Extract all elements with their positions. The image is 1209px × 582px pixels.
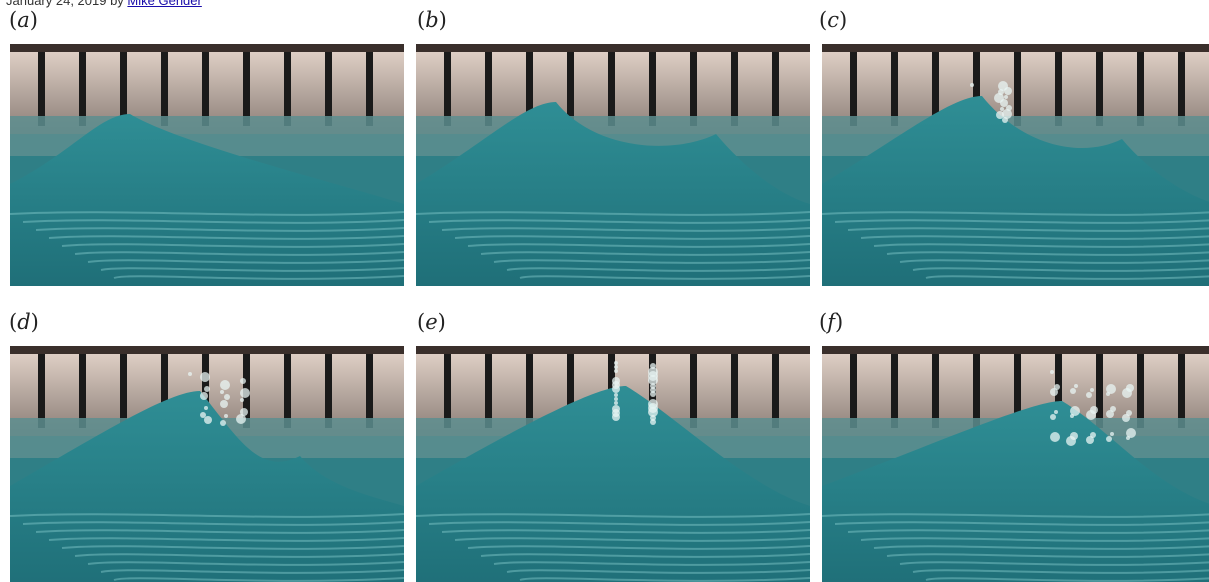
wave-photo-b bbox=[416, 44, 810, 286]
byline: January 24, 2019 by Mike Gender bbox=[6, 0, 202, 9]
author-link[interactable]: Mike Gender bbox=[127, 0, 202, 8]
panel-label-b: (b) bbox=[417, 8, 447, 32]
wave-photo-e bbox=[416, 346, 810, 582]
wave-photo-a bbox=[10, 44, 404, 286]
wave-photo-c bbox=[822, 44, 1209, 286]
panel-label-e: (e) bbox=[417, 310, 446, 334]
panel-label-d: (d) bbox=[9, 310, 39, 334]
panel-label-f: (f) bbox=[819, 310, 844, 334]
byline-prefix: January 24, 2019 by bbox=[6, 0, 128, 8]
wave-photo-f bbox=[822, 346, 1209, 582]
wave-photo-d bbox=[10, 346, 404, 582]
panel-label-a: (a) bbox=[9, 8, 38, 32]
panel-label-c: (c) bbox=[819, 8, 848, 32]
